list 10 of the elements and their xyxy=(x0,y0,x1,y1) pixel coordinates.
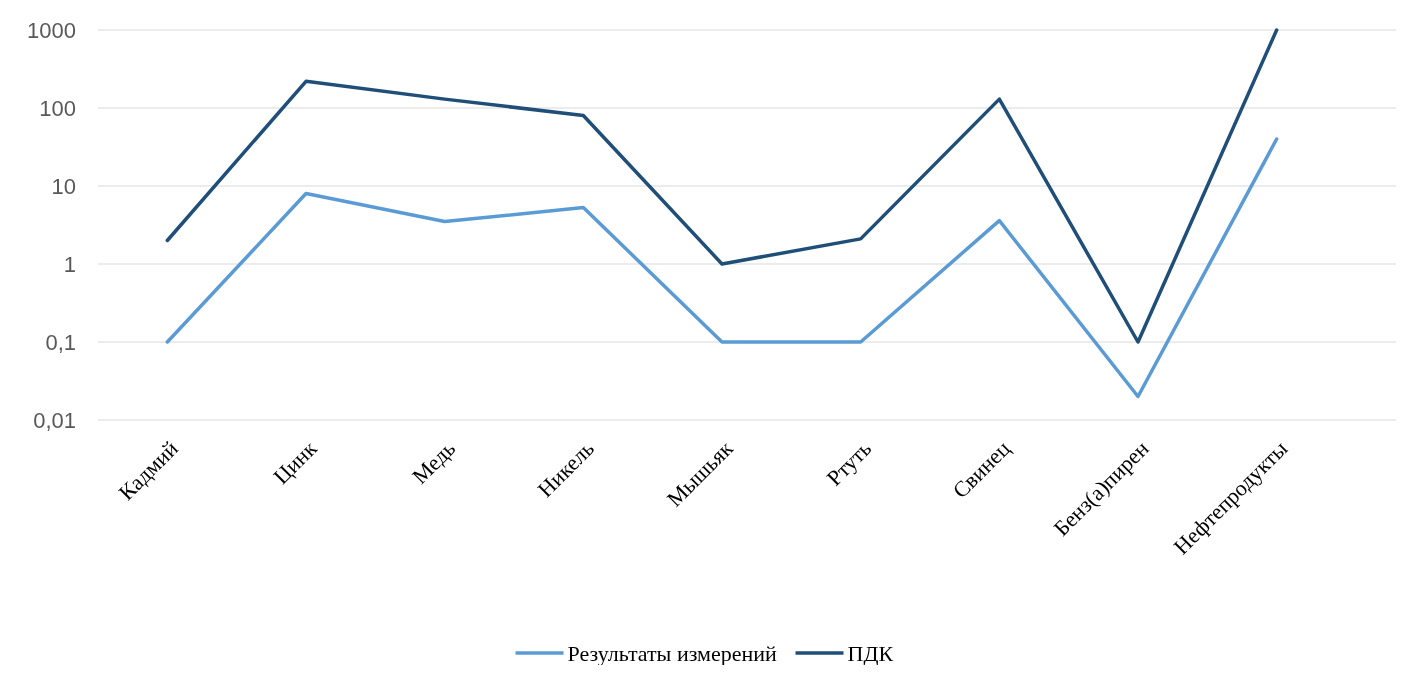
y-tick-label: 0,01 xyxy=(33,407,76,433)
legend-label: Результаты измерений xyxy=(567,640,778,666)
line-series xyxy=(165,28,1279,344)
y-tick-label: 0,1 xyxy=(45,329,76,355)
y-tick-label: 100 xyxy=(39,95,76,121)
y-tick-label: 1 xyxy=(63,251,76,277)
y-tick-label: 10 xyxy=(51,173,76,199)
y-tick-label: 1000 xyxy=(27,17,76,43)
line-series xyxy=(165,137,1279,399)
legend-label: ПДК xyxy=(847,640,894,666)
